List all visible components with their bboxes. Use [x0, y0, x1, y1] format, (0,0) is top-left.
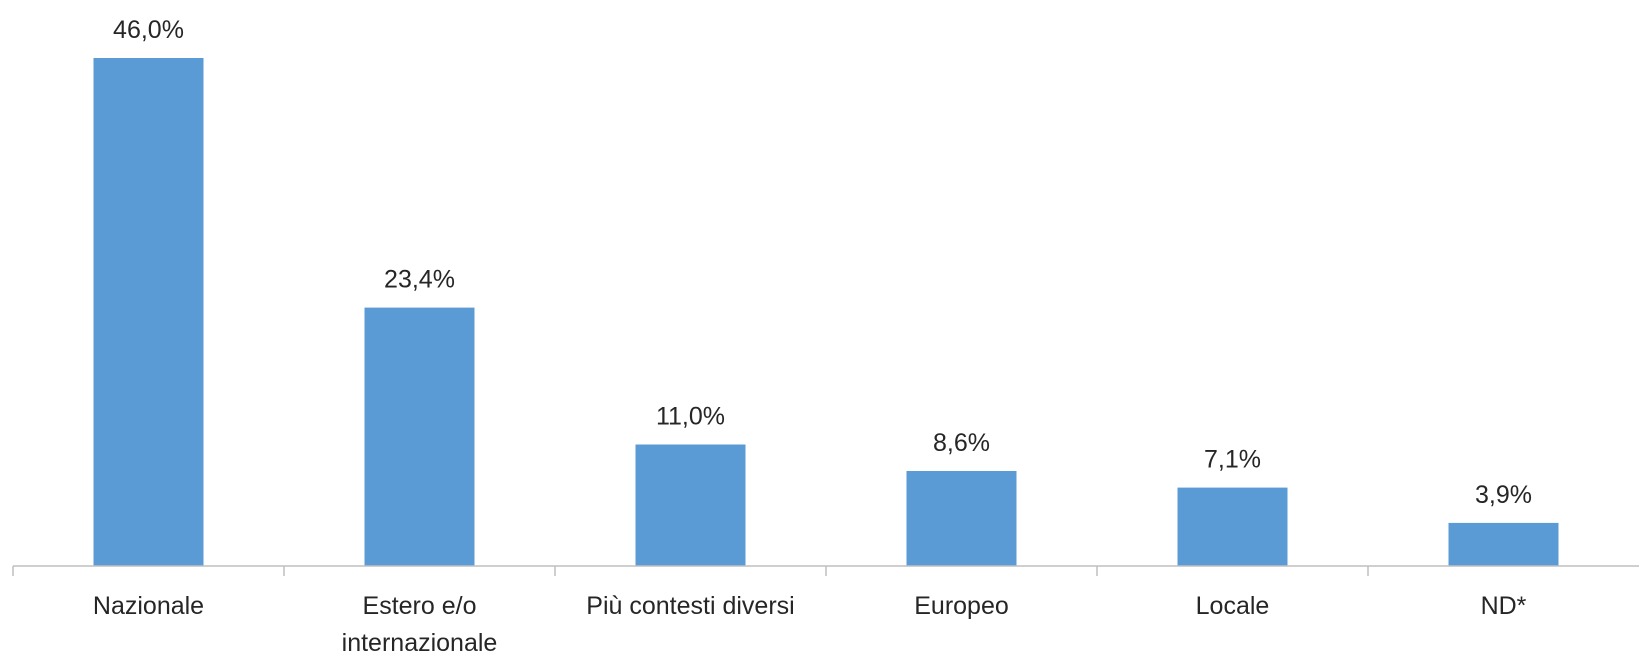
category-label-3: Più contesti diversi — [586, 592, 794, 620]
category-labels-group: Nazionale Estero e/o internazionale Più con… — [93, 592, 1527, 657]
category-label-6: ND* — [1481, 592, 1527, 620]
x-axis — [12, 565, 1639, 576]
category-label-5: Locale — [1196, 592, 1270, 620]
category-label-2-line-2: internazionale — [342, 629, 498, 657]
category-label-1: Nazionale — [93, 592, 204, 620]
data-label-4: 8,6% — [933, 429, 990, 457]
bar-2 — [364, 307, 475, 566]
value-labels-group: 46,0% 23,4% 11,0% 8,6% 7,1% 3,9% — [113, 16, 1532, 509]
bar-3 — [635, 444, 746, 566]
category-label-2-line-1: Estero e/o — [363, 592, 477, 620]
bar-4 — [906, 471, 1017, 566]
data-label-6: 3,9% — [1475, 481, 1532, 509]
bars-group — [93, 58, 1559, 566]
data-label-5: 7,1% — [1204, 446, 1261, 474]
bar-5 — [1177, 487, 1288, 566]
data-label-1: 46,0% — [113, 16, 184, 44]
data-label-3: 11,0% — [656, 403, 725, 431]
bar-1 — [93, 58, 204, 566]
category-label-4: Europeo — [914, 592, 1009, 620]
bar-6 — [1448, 522, 1559, 566]
data-label-2: 23,4% — [384, 266, 455, 294]
